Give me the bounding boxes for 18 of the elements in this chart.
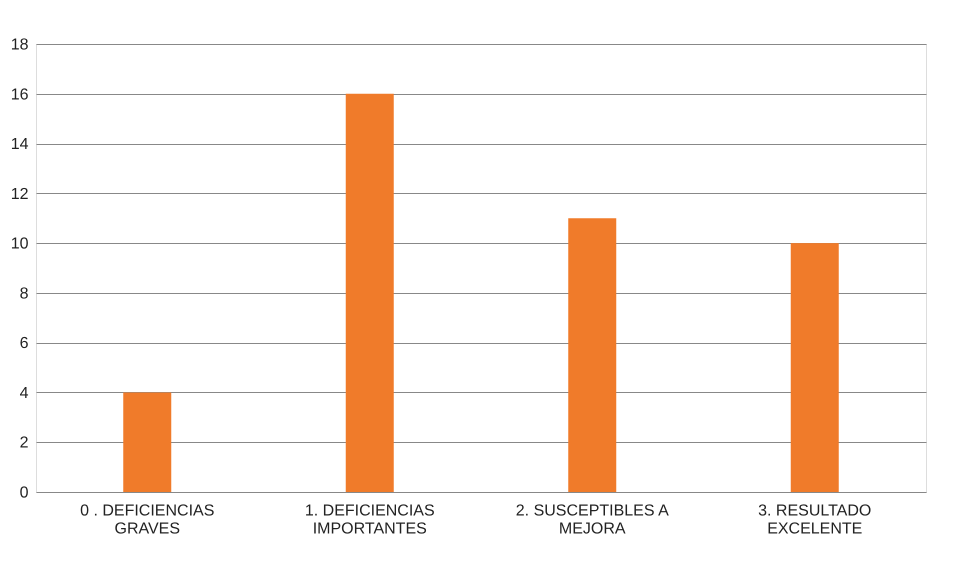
y-tick-label: 4 — [20, 384, 29, 402]
bar — [123, 392, 172, 492]
x-tick-label: 1. DEFICIENCIAS IMPORTANTES — [304, 502, 435, 538]
x-tick-label: 3. RESULTADO EXCELENTE — [758, 502, 872, 538]
y-tick-label: 12 — [10, 186, 29, 203]
y-tick-label: 18 — [10, 36, 29, 54]
x-tick-label: 2. SUSCEPTIBLES A MEJORA — [516, 502, 670, 538]
y-tick-label: 8 — [20, 285, 29, 302]
y-tick-label: 10 — [10, 236, 29, 253]
bar — [790, 243, 839, 492]
bar — [346, 94, 394, 492]
bar — [568, 218, 616, 492]
x-tick-label: 0 . DEFICIENCIAS GRAVES — [80, 502, 214, 538]
y-tick-label: 14 — [10, 136, 29, 154]
y-tick-label: 6 — [20, 335, 29, 352]
y-tick-label: 2 — [20, 434, 29, 452]
y-tick-label: 0 — [20, 484, 29, 502]
y-tick-label: 16 — [10, 86, 29, 104]
